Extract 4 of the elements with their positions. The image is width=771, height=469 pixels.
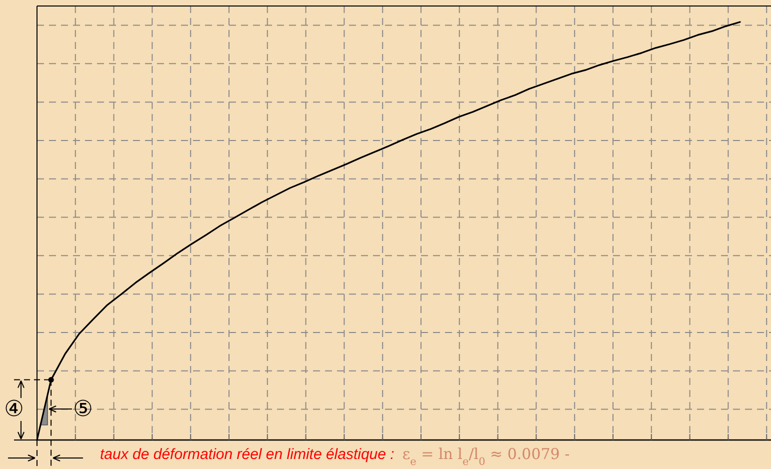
text: ε$_{e}$ = ln l$_{e}$/l$_{0}$ ≈ 0.0079 - — [402, 445, 570, 468]
annotation: ⑤ — [73, 396, 93, 422]
text: taux de déformation réel en limite élastique : — [100, 446, 394, 463]
text: ④ — [4, 396, 24, 422]
